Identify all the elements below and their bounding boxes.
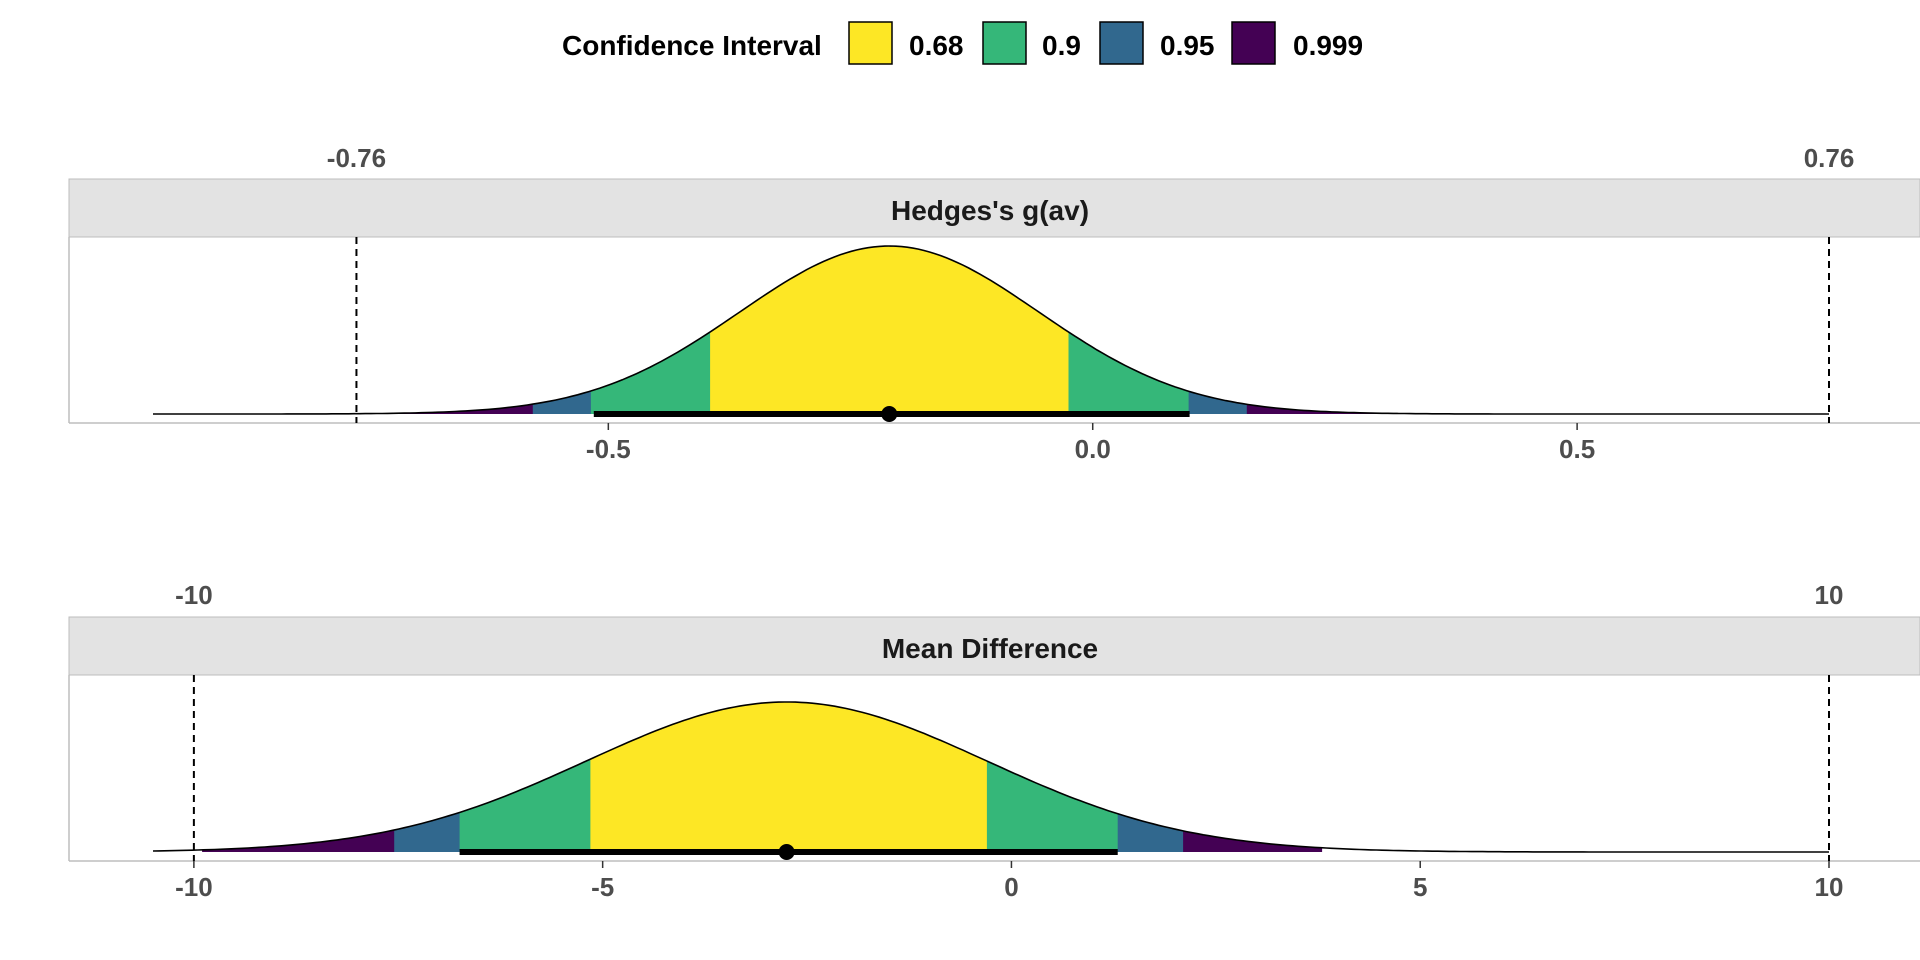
legend-item-999: 0.999 — [1231, 21, 1363, 65]
x-tick-label: 5 — [1413, 872, 1427, 902]
strip-label: Mean Difference — [882, 633, 1098, 664]
x-tick-label: 0.5 — [1559, 434, 1595, 464]
density-curve — [152, 701, 1829, 853]
legend-label-68: 0.68 — [909, 30, 964, 61]
bound-label-lower: -10 — [175, 580, 213, 610]
legend-item-90: 0.9 — [982, 21, 1081, 65]
x-tick-label: 0.0 — [1075, 434, 1111, 464]
legend-key-68 — [848, 21, 893, 65]
plot-area — [152, 675, 1830, 868]
panel-hedges-g: Hedges's g(av) -0.76 0.76 -0.5 0.0 0.5 — [68, 143, 1920, 464]
x-tick-label: -10 — [175, 872, 213, 902]
point-estimate — [778, 844, 795, 860]
x-tick-label: -0.5 — [586, 434, 631, 464]
density-curve — [153, 245, 1829, 415]
legend-title: Confidence Interval — [562, 30, 822, 61]
legend: Confidence Interval 0.68 0.9 0.95 0.999 — [562, 21, 1363, 65]
legend-key-90 — [982, 21, 1027, 65]
legend-item-95: 0.95 — [1099, 21, 1215, 65]
legend-label-95: 0.95 — [1160, 30, 1215, 61]
ci-band-068 — [710, 246, 1069, 414]
strip-background — [68, 616, 1920, 676]
legend-label-90: 0.9 — [1042, 30, 1081, 61]
plot-area — [153, 237, 1830, 430]
panel-mean-difference: Mean Difference -10 10 -10 -5 0 5 10 — [68, 580, 1920, 902]
strip-background — [68, 178, 1920, 238]
legend-item-68: 0.68 — [848, 21, 964, 65]
x-tick-label: -5 — [591, 872, 614, 902]
legend-key-999 — [1231, 21, 1276, 65]
bound-label-lower: -0.76 — [327, 143, 386, 173]
strip-label: Hedges's g(av) — [891, 195, 1089, 226]
legend-key-95 — [1099, 21, 1144, 65]
x-tick-label: 0 — [1004, 872, 1018, 902]
ci-band-068 — [590, 702, 987, 852]
x-tick-label: 10 — [1815, 872, 1844, 902]
bound-label-upper: 10 — [1815, 580, 1844, 610]
legend-label-999: 0.999 — [1293, 30, 1363, 61]
bound-label-upper: 0.76 — [1804, 143, 1855, 173]
point-estimate — [881, 406, 898, 422]
